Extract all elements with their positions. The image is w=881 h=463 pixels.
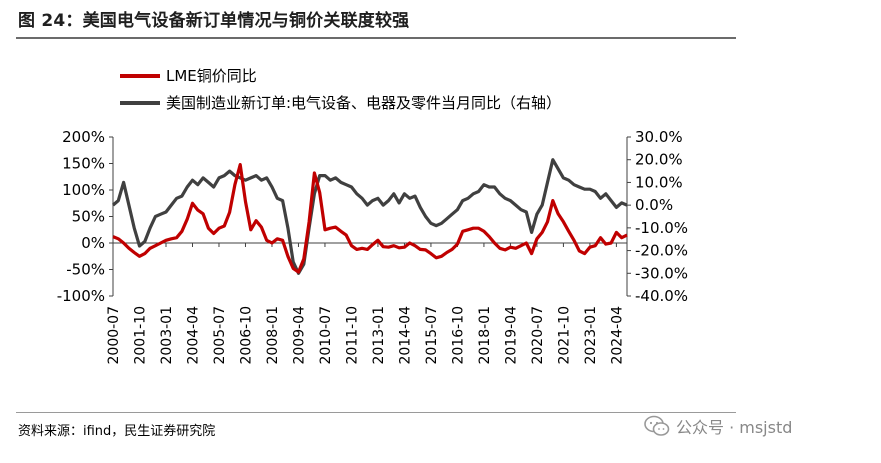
right-tick-label: 10.0% [635, 173, 683, 191]
right-tick-label: 20.0% [635, 151, 683, 169]
x-tick-label: 2014-04 [397, 306, 413, 365]
x-tick-label: 2001-10 [132, 306, 148, 365]
title-divider [16, 37, 736, 39]
left-tick-label: 50% [72, 208, 105, 226]
right-tick-label: -40.0% [635, 287, 688, 305]
right-tick-label: -10.0% [635, 219, 688, 237]
watermark-text: 公众号 · msjstd [676, 418, 793, 437]
legend-label-orders: 美国制造业新订单:电气设备、电器及零件当月同比（右轴） [166, 94, 561, 112]
line-chart: LME铜价同比 美国制造业新订单:电气设备、电器及零件当月同比（右轴） 200%… [57, 67, 688, 365]
left-tick-label: 0% [81, 234, 105, 252]
left-tick-label: 150% [62, 155, 105, 173]
series [111, 158, 628, 275]
watermark: 公众号 · msjstd [644, 414, 792, 438]
x-tick-label: 2013-01 [371, 306, 387, 365]
x-tick-label: 2018-01 [477, 306, 493, 365]
series-line-copper [112, 163, 628, 274]
left-tick-label: -50% [66, 261, 105, 279]
x-tick-label: 2024-04 [609, 306, 625, 365]
right-tick-label: 0.0% [635, 196, 673, 214]
x-tick-label: 2021-10 [556, 306, 572, 365]
left-tick-label: -100% [57, 287, 105, 305]
x-tick-label: 2000-07 [106, 306, 122, 365]
right-tick-label: -30.0% [635, 264, 688, 282]
x-tick-label: 2005-07 [212, 306, 228, 365]
legend: LME铜价同比 美国制造业新订单:电气设备、电器及零件当月同比（右轴） [120, 67, 561, 112]
right-tick-label: 30.0% [635, 128, 683, 146]
x-tick-label: 2008-01 [265, 306, 281, 365]
x-tick-label: 2023-01 [583, 306, 599, 365]
series-line-orders [111, 158, 628, 275]
axes: 200% 150% 100% 50% 0% -50% -100% 30.0% 20.0% 10.0… [57, 128, 688, 365]
x-tick-label: 2004-04 [185, 306, 201, 365]
right-tick-label: -20.0% [635, 242, 688, 260]
wechat-icon [644, 415, 670, 436]
x-tick-label: 2015-07 [424, 306, 440, 365]
x-tick-label: 2010-07 [318, 306, 334, 365]
figure-title: 图 24：美国电气设备新订单情况与铜价关联度较强 [18, 11, 410, 31]
x-tick-label: 2020-07 [530, 306, 546, 365]
source-divider [16, 412, 736, 413]
x-tick-label: 2011-10 [344, 306, 360, 365]
x-tick-label: 2006-10 [238, 306, 254, 365]
left-tick-label: 100% [62, 181, 105, 199]
source-note: 资料来源：ifind，民生证券研究院 [18, 424, 216, 439]
x-tick-label: 2003-01 [159, 306, 175, 365]
x-tick-label: 2016-10 [450, 306, 466, 365]
legend-label-copper: LME铜价同比 [166, 67, 257, 85]
left-tick-label: 200% [62, 128, 105, 146]
x-tick-label: 2009-04 [291, 306, 307, 365]
x-tick-label: 2019-04 [503, 306, 519, 365]
